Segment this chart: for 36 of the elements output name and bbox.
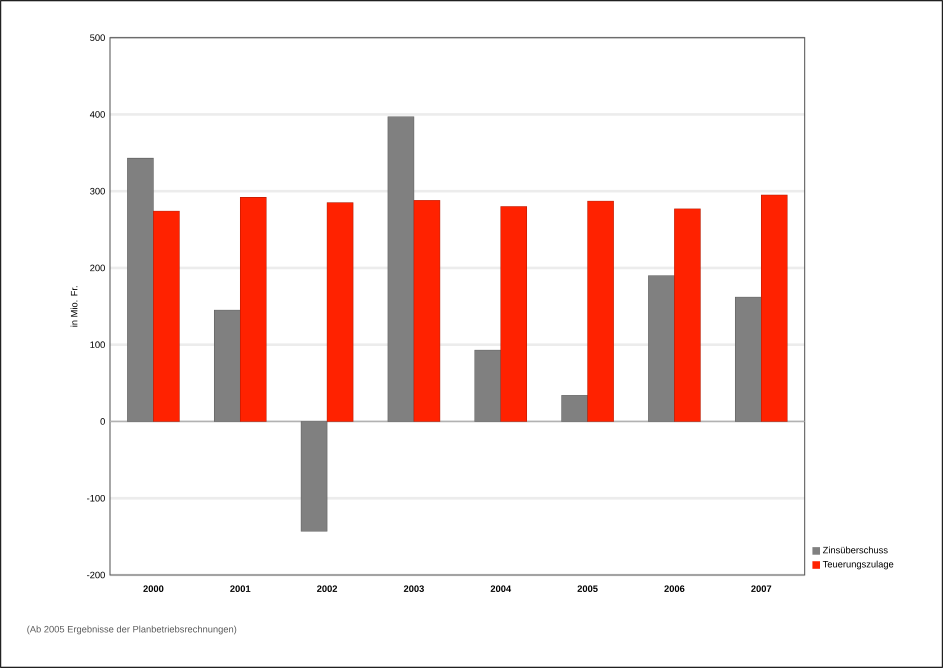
bar (474, 350, 502, 422)
bar (127, 158, 154, 422)
bar (674, 208, 701, 422)
y-tick-label: -100 (87, 494, 105, 502)
bar (240, 197, 267, 422)
x-tick-label: 2004 (490, 585, 512, 592)
bar (734, 296, 762, 422)
bar (326, 202, 354, 422)
y-axis-title: in Mio. Fr. (70, 286, 78, 327)
y-tick-label: 0 (100, 418, 105, 425)
x-tick-label: 2003 (404, 585, 424, 592)
y-tick-label: 300 (90, 188, 105, 194)
bar (760, 194, 788, 422)
bar (414, 200, 440, 422)
bar (648, 275, 675, 422)
x-tick-label: 2005 (578, 585, 598, 592)
x-tick-label: 2006 (664, 585, 684, 592)
x-tick-label: 2007 (751, 585, 772, 592)
y-tick-label: 400 (90, 111, 105, 118)
x-tick-label: 2000 (143, 585, 164, 592)
bar (587, 200, 614, 422)
y-tick-label: -200 (87, 572, 105, 578)
x-tick-label: 2001 (230, 585, 250, 592)
text: (Ab 2005 Ergebnisse der Planbetriebsrechnungen) (27, 626, 236, 634)
legend-label: Teuerungszulage (822, 560, 894, 570)
bar (153, 210, 180, 422)
bar (214, 310, 241, 422)
y-tick-label: 500 (90, 34, 105, 41)
bar (300, 421, 328, 532)
x-tick-label: 2002 (317, 585, 338, 592)
y-tick-label: 100 (90, 341, 105, 348)
bar (561, 395, 588, 422)
legend-label: Zinsüberschuss (822, 546, 888, 554)
bar (500, 206, 528, 422)
bar (388, 116, 414, 422)
y-tick-label: 200 (90, 264, 105, 272)
